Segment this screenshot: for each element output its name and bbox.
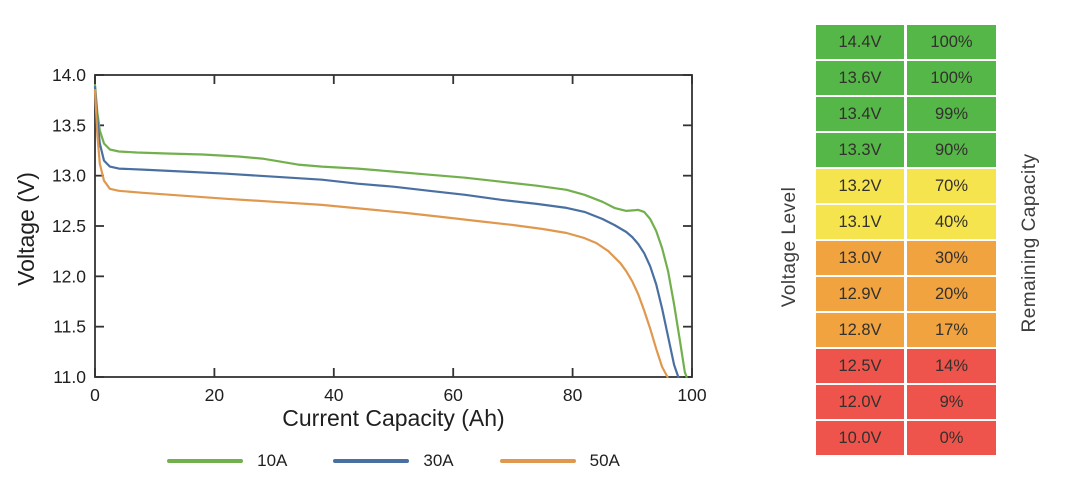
legend-item-30A: 30A	[333, 451, 454, 471]
voltage-cell: 13.1V	[816, 205, 904, 239]
capacity-cell: 90%	[907, 133, 996, 167]
voltage-cell: 13.3V	[816, 133, 904, 167]
voltage-cell: 13.6V	[816, 61, 904, 95]
legend-line-icon	[167, 459, 244, 463]
x-tick-label: 60	[443, 385, 463, 405]
y-tick-label: 14.0	[52, 65, 86, 85]
voltage-level-label: Voltage Level	[779, 186, 800, 308]
capacity-cell: 20%	[907, 277, 996, 311]
legend-label: 50A	[589, 451, 620, 470]
series-line-30A	[93, 85, 680, 379]
plot-border	[94, 74, 693, 378]
capacity-cell: 17%	[907, 313, 996, 347]
capacity-cell: 99%	[907, 97, 996, 131]
y-tick-label: 12.0	[52, 266, 86, 286]
capacity-cell: 70%	[907, 169, 996, 203]
voltage-cell: 10.0V	[816, 421, 904, 455]
y-axis-label: Voltage (V)	[13, 172, 39, 286]
x-tick-label: 0	[90, 385, 100, 405]
capacity-cell: 30%	[907, 241, 996, 275]
voltage-cell: 14.4V	[816, 25, 904, 59]
y-tick-label: 12.5	[52, 216, 86, 236]
voltage-cell: 12.8V	[816, 313, 904, 347]
voltage-cell: 12.0V	[816, 385, 904, 419]
x-tick-label: 80	[563, 385, 583, 405]
capacity-cell: 100%	[907, 61, 996, 95]
legend-line-icon	[499, 459, 576, 463]
voltage-cell: 13.4V	[816, 97, 904, 131]
capacity-cell: 14%	[907, 349, 996, 383]
voltage-cell: 12.5V	[816, 349, 904, 383]
legend-line-icon	[333, 459, 410, 463]
chart-canvas: 0 20 40 60 80 100 11.0 11.5 12.0 12.5 13.0 13.5 14.0	[52, 65, 707, 405]
capacity-cell: 100%	[907, 25, 996, 59]
y-tick-label: 11.5	[53, 317, 86, 337]
series-line-10A	[93, 83, 688, 379]
voltage-capacity-table: 14.4V 100% 13.6V 100% 13.4V 99% 13.3V 90% 13.2V 7…	[816, 25, 996, 455]
x-tick-label: 100	[677, 385, 706, 405]
x-tick-label: 20	[205, 385, 225, 405]
legend-item-50A: 50A	[499, 451, 620, 471]
y-tick-label: 13.0	[52, 166, 86, 186]
capacity-cell: 0%	[907, 421, 996, 455]
capacity-cell: 40%	[907, 205, 996, 239]
voltage-cell: 13.2V	[816, 169, 904, 203]
chart-legend: 10A 30A 50A	[95, 448, 692, 474]
x-axis-label: Current Capacity (Ah)	[282, 405, 505, 431]
y-tick-label: 13.5	[52, 115, 86, 135]
voltage-cell: 12.9V	[816, 277, 904, 311]
legend-label: 30A	[423, 451, 454, 470]
series-line-50A	[93, 88, 669, 379]
legend-label: 10A	[257, 451, 288, 470]
x-tick-label: 40	[324, 385, 344, 405]
legend-item-10A: 10A	[167, 451, 287, 471]
y-tick-label: 11.0	[53, 367, 86, 387]
remaining-capacity-label: Remaining Capacity	[1019, 153, 1040, 333]
capacity-cell: 9%	[907, 385, 996, 419]
discharge-curve-chart: 0 20 40 60 80 100 11.0 11.5 12.0 12.5 13.0 13.5 14.0…	[13, 65, 707, 474]
voltage-cell: 13.0V	[816, 241, 904, 275]
